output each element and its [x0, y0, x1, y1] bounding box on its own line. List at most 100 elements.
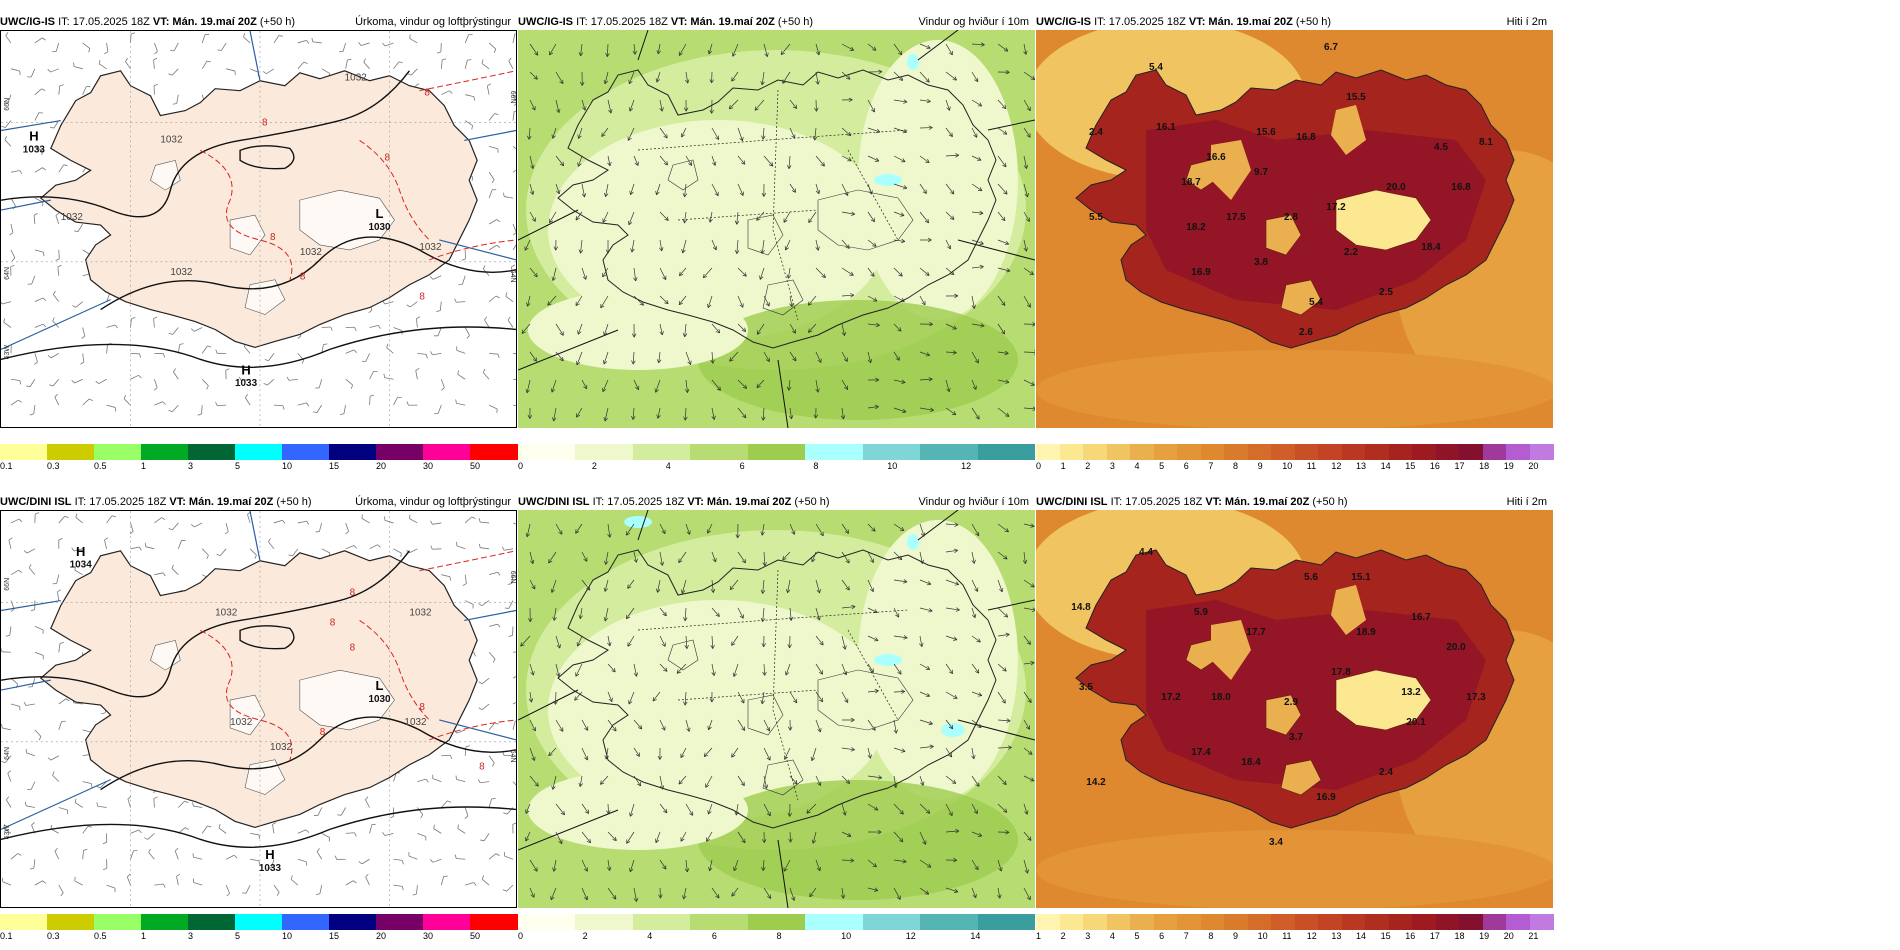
wind-arrow — [1023, 295, 1031, 308]
wind-arrow — [581, 81, 585, 86]
wind-arrow — [953, 411, 957, 415]
wind-arrow — [945, 239, 951, 250]
wind-arrow — [659, 239, 663, 252]
temp-map[interactable]: 4.4 5.6 15.1 14.8 5.9 17.7 18.9 16.7 20.0 17.8 3.5… — [1036, 510, 1553, 908]
wind-barb — [321, 68, 330, 74]
wind-arrow — [788, 617, 792, 621]
wind-arrow — [815, 190, 820, 195]
wind-arrow — [1023, 165, 1027, 169]
wind-arrow — [1004, 104, 1007, 109]
wind-arrow — [815, 267, 826, 278]
wind-arrow — [745, 384, 748, 389]
wind-arrow — [1032, 607, 1035, 610]
wind-barb — [268, 353, 275, 361]
temp-map[interactable]: 6.7 5.4 15.5 2.4 16.1 15.6 16.8 4.5 8.1 16.6 9.7 18… — [1036, 30, 1553, 428]
wind-barb — [433, 828, 442, 834]
wind-arrow — [928, 378, 933, 382]
colorbar-swatch — [1130, 444, 1154, 460]
wind-barb — [398, 61, 403, 64]
precip-map[interactable]: 1032 1032 1032 1032 1032 1032 8 8 8 8 8 8 H 1033 L 1030… — [0, 30, 517, 428]
wind-barb — [488, 722, 496, 731]
wind-barb — [129, 531, 134, 535]
wind-arrow — [659, 803, 668, 814]
wind-barb — [18, 399, 22, 403]
wind-arrow — [1001, 218, 1006, 222]
wind-arrow — [526, 379, 531, 394]
wind-arrow — [954, 636, 958, 640]
wind-barb — [466, 335, 470, 339]
wind-barb — [225, 368, 230, 371]
wind-barb — [168, 528, 173, 531]
wind-arrow — [875, 690, 879, 694]
temp-value-label: 4.4 — [1139, 547, 1153, 558]
wind-arrow — [715, 558, 717, 563]
model-name: UWC/IG-IS — [518, 16, 573, 28]
wind-arrow — [972, 894, 977, 899]
wind-map[interactable] — [518, 30, 1035, 428]
wind-arrow — [1032, 583, 1035, 588]
wind-arrow — [575, 523, 583, 534]
wind-arrow — [574, 696, 576, 701]
wind-arrow — [927, 218, 930, 223]
wind-arrow — [529, 71, 538, 80]
wind-arrow — [919, 719, 933, 725]
wind-arrow — [928, 610, 933, 613]
colorbar-swatch — [1106, 914, 1131, 930]
boundary-line — [439, 719, 516, 741]
wind-arrow — [685, 107, 689, 112]
wind-arrow — [578, 249, 581, 254]
wind-arrow — [630, 183, 635, 195]
wind-arrow — [928, 127, 933, 130]
wind-arrow — [766, 757, 771, 761]
wind-arrow — [609, 533, 612, 538]
wind-arrow — [893, 267, 903, 277]
colorbar-swatch — [977, 914, 1036, 930]
wind-arrow — [780, 50, 783, 55]
wind-arrow — [679, 274, 684, 277]
wind-arrow — [1001, 587, 1004, 593]
wind-arrow — [848, 244, 850, 249]
precip-map[interactable]: 1032 1032 1032 1032 1032 8 8 8 8 8 8 H 1034 L 1030 H 103… — [0, 510, 517, 908]
wind-barb — [172, 522, 179, 531]
wind-arrow — [635, 387, 639, 391]
wind-arrow — [631, 333, 635, 338]
wind-arrow — [971, 127, 978, 138]
wind-arrow — [788, 155, 791, 169]
wind-arrow — [629, 868, 634, 873]
boundary-line — [518, 689, 579, 721]
isobar-label: 1032 — [160, 134, 183, 145]
wind-arrow — [603, 417, 606, 422]
wind-barb — [290, 878, 299, 886]
colorbar-tick-label: 16 — [1429, 461, 1440, 471]
wind-barb — [504, 855, 514, 860]
wind-arrow — [875, 406, 879, 410]
wind-arrow — [600, 782, 605, 785]
wind-arrow — [871, 728, 876, 731]
wind-barb — [369, 371, 374, 380]
wind-arrow — [761, 239, 765, 254]
wind-arrow — [676, 669, 679, 674]
wind-arrow — [875, 806, 879, 811]
wind-arrow — [534, 784, 539, 787]
wind-arrow — [1024, 193, 1028, 198]
wind-arrow — [875, 377, 880, 381]
wind-barb — [456, 729, 466, 734]
wind-arrow — [893, 239, 905, 242]
isobar — [100, 236, 516, 311]
wind-barb — [82, 850, 84, 860]
wind-arrow — [601, 132, 603, 137]
wind-arrow — [867, 755, 871, 759]
wind-arrow — [951, 724, 954, 729]
wind-arrow — [731, 894, 736, 897]
wind-arrow — [1026, 135, 1031, 138]
wind-barb — [5, 35, 12, 44]
wind-map[interactable] — [518, 510, 1035, 908]
wind-barb — [447, 800, 452, 803]
wind-barb — [176, 94, 179, 104]
wind-arrow — [529, 775, 539, 787]
model-name: UWC/DINI ISL — [1036, 496, 1108, 508]
wind-arrow — [871, 529, 876, 532]
wind-arrow — [600, 305, 605, 309]
wind-arrow — [954, 888, 959, 893]
wind-arrow — [901, 837, 904, 842]
